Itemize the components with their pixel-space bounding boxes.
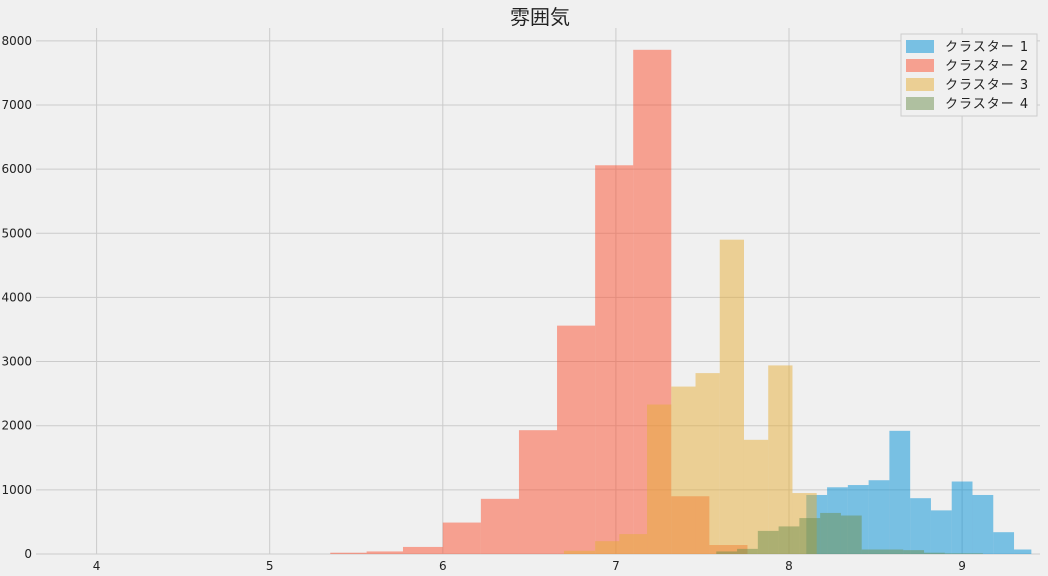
y-tick-label: 3000 [1, 355, 32, 369]
cluster-4-bar [757, 530, 779, 554]
x-tick-label: 7 [612, 559, 620, 573]
cluster-3-bar [619, 534, 648, 554]
cluster-1-bar [951, 481, 973, 554]
y-tick-label: 7000 [1, 98, 32, 112]
x-tick-label: 4 [93, 559, 101, 573]
cluster-2-bar [518, 430, 558, 554]
cluster-3-bar [695, 373, 720, 554]
x-axis-ticks: 4 5 6 7 8 9 [93, 559, 966, 573]
cluster-4-bar [820, 512, 841, 554]
cluster-1-bar [930, 510, 952, 554]
cluster-2-bar [557, 325, 596, 554]
chart-title: 雰囲気 [510, 5, 570, 29]
y-tick-label: 2000 [1, 419, 32, 433]
cluster-3-bar [595, 541, 620, 554]
cluster-1-bar [868, 480, 890, 554]
cluster-3-bar [768, 365, 793, 554]
legend-label: クラスター 3 [945, 78, 1029, 93]
cluster-4-bar [944, 553, 966, 554]
cluster-3-bar [563, 550, 596, 554]
cluster-4-bar [716, 551, 738, 554]
x-tick-label: 5 [266, 559, 274, 573]
cluster-4-bar [882, 549, 904, 554]
cluster-2-bar [595, 165, 634, 554]
y-tick-label: 6000 [1, 162, 32, 176]
legend-swatch [906, 97, 934, 110]
legend-swatch [906, 40, 934, 53]
cluster-2-bar [442, 522, 481, 554]
legend-swatch [906, 59, 934, 72]
legend-label: クラスター 2 [945, 59, 1029, 74]
cluster-1-bar [1014, 549, 1032, 554]
cluster-2-bar [366, 551, 403, 554]
y-axis-ticks: 0 1000 2000 3000 4000 5000 6000 7000 8000 [1, 34, 32, 561]
cluster-2-bar [402, 546, 443, 554]
y-tick-label: 4000 [1, 290, 32, 304]
x-tick-label: 8 [785, 559, 793, 573]
y-tick-label: 5000 [1, 226, 32, 240]
y-tick-label: 1000 [1, 483, 32, 497]
x-tick-label: 9 [958, 559, 966, 573]
cluster-4-bar [903, 550, 925, 554]
legend-label: クラスター 4 [945, 97, 1029, 112]
cluster-3-bar [671, 386, 696, 554]
cluster-3-bar [647, 404, 672, 554]
cluster-4-bar [840, 515, 862, 554]
cluster-4-bar [965, 553, 983, 554]
cluster-4-bar [737, 548, 758, 554]
histogram-bars [330, 49, 1032, 555]
cluster-1-bar [972, 494, 994, 554]
cluster-4-bar [924, 552, 945, 554]
cluster-4-bar [861, 549, 883, 554]
legend-label: クラスター 1 [945, 40, 1029, 55]
legend: クラスター 1 クラスター 2 クラスター 3 クラスター 4 [900, 33, 1038, 117]
cluster-4-bar [778, 526, 800, 554]
cluster-1-bar [910, 498, 931, 554]
cluster-3-bar [719, 239, 744, 554]
x-tick-label: 6 [439, 559, 447, 573]
cluster-1-bar [889, 430, 911, 554]
y-tick-label: 8000 [1, 34, 32, 48]
cluster-4-bar [799, 518, 821, 554]
cluster-2-bar [480, 498, 519, 554]
cluster-2-bar [330, 552, 367, 554]
y-tick-label: 0 [24, 547, 32, 561]
legend-swatch [906, 78, 934, 91]
cluster-1-bar [993, 532, 1015, 554]
